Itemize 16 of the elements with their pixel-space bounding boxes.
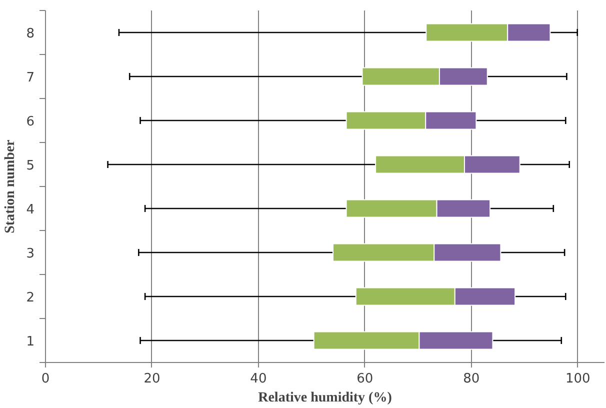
x-tick-label: 80 bbox=[463, 372, 480, 386]
x-axis-title: Relative humidity (%) bbox=[258, 390, 392, 406]
y-tick-label: 3 bbox=[26, 246, 35, 262]
x-tick-label: 60 bbox=[356, 372, 374, 386]
y-tick-label: 5 bbox=[26, 158, 35, 174]
x-tick-label: 100 bbox=[565, 372, 590, 386]
y-tick-label: 6 bbox=[26, 114, 35, 130]
y-tick-label: 1 bbox=[26, 334, 35, 350]
y-tick-label: 2 bbox=[26, 290, 35, 306]
y-axis-title: Station number bbox=[3, 140, 18, 234]
x-tick-label: 0 bbox=[41, 372, 50, 386]
y-tick-label: 4 bbox=[26, 202, 35, 218]
x-tick-label: 20 bbox=[144, 372, 160, 386]
y-tick-label: 7 bbox=[26, 70, 35, 86]
x-tick-label: 40 bbox=[250, 372, 267, 386]
y-tick-label: 8 bbox=[26, 26, 35, 42]
